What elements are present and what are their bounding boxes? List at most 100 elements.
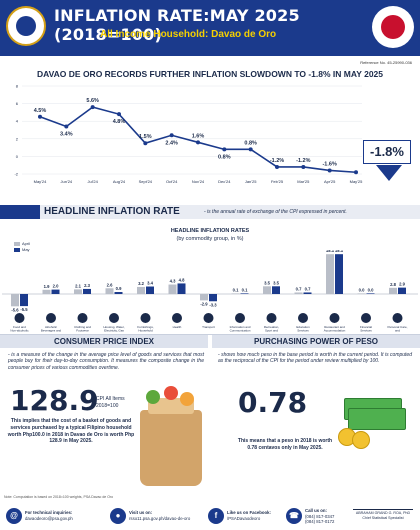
bar	[105, 288, 114, 294]
x-tick-label: Sept'24	[139, 179, 153, 184]
data-label: 4.5%	[34, 108, 47, 114]
bagong-pilipinas-logo-icon	[372, 6, 414, 48]
x-tick-label: Jan'25	[245, 179, 257, 184]
category-label: Education	[296, 325, 310, 329]
footnote: Note: Computation is based on 2018=100 w…	[4, 495, 114, 499]
commodity-icon	[329, 313, 340, 323]
cpi-note: This implies that the cost of a basket o…	[7, 418, 135, 445]
data-point	[354, 170, 358, 175]
commodity-icon	[172, 313, 182, 323]
bar	[357, 293, 366, 294]
x-tick-label: Oct'24	[166, 179, 178, 184]
commodity-icon	[392, 313, 403, 323]
data-point	[169, 133, 174, 138]
bar-value-label: -2.9	[200, 301, 208, 306]
data-label: 1.5%	[139, 134, 152, 140]
data-point	[38, 114, 42, 119]
y-tick-label: 8	[16, 84, 19, 89]
y-tick-label: 6	[16, 101, 19, 106]
bar	[389, 287, 397, 294]
bar	[294, 292, 303, 294]
cpi-description: - is a measure of the change in the aver…	[8, 352, 204, 371]
data-point	[301, 164, 306, 169]
category-label: Restaurant and	[324, 325, 345, 329]
category-label: Beverages and	[41, 329, 62, 333]
footer-facebook[interactable]: f Like us on Facebook: /PSADavaodeoro	[208, 508, 271, 524]
phone-icon: ☎	[286, 508, 302, 525]
category-label: and	[395, 329, 400, 333]
bar	[240, 293, 249, 294]
bar-value-label: 4.3	[170, 279, 176, 284]
bar-value-label: 0.0	[368, 287, 374, 292]
footer-website[interactable]: ● Visit us on: rsso11.psa.gov.ph/davao-d…	[110, 508, 190, 524]
bar	[83, 288, 91, 294]
data-label: 0.8%	[218, 154, 231, 160]
email-icon: @	[6, 508, 22, 524]
commodity-icon	[46, 313, 56, 323]
data-label: -1.6%	[322, 161, 336, 167]
data-label: 2.4%	[165, 140, 178, 146]
bar-value-label: 0.0	[359, 287, 365, 292]
y-tick-label: -2	[14, 172, 18, 177]
category-label: Clothing and	[74, 325, 91, 329]
x-tick-label: Mar'25	[297, 179, 310, 184]
category-label: Information and	[230, 325, 251, 329]
commodity-icon	[109, 313, 119, 323]
grocery-bag-icon	[140, 386, 202, 486]
data-label: 1.6%	[192, 133, 205, 139]
bar	[209, 294, 217, 302]
bar-value-label: 2.6	[107, 282, 113, 287]
bar-value-label: 4.8	[179, 277, 185, 282]
data-point	[90, 105, 95, 110]
bar-value-label: 3.5	[273, 280, 279, 285]
bar-value-label: -5.6	[11, 307, 19, 312]
commodity-icon	[77, 313, 88, 323]
globe-icon: ●	[110, 508, 126, 524]
x-tick-label: Jul'24	[88, 179, 99, 184]
bar	[20, 294, 28, 307]
category-label: Financial	[360, 325, 372, 329]
bar-value-label: 2.8	[390, 282, 396, 287]
commodity-icon	[235, 313, 245, 323]
bar-chart-legend: April May	[14, 241, 30, 253]
data-label: 0.8%	[244, 140, 257, 146]
bar-value-label: 18.1	[335, 250, 344, 253]
bar-value-label: 0.9	[116, 286, 122, 291]
category-label: Sport and	[265, 329, 278, 333]
commodity-icon	[298, 313, 308, 323]
category-label: Household	[138, 329, 153, 333]
footer-email[interactable]: @ For technical inquiries: davaodeoro@ps…	[6, 508, 73, 524]
section-title: HEADLINE INFLATION RATE	[44, 206, 180, 217]
category-label: Services	[297, 329, 309, 333]
bar-value-label: 18.1	[326, 250, 335, 253]
bar-value-label: -3.3	[209, 302, 217, 307]
bar-value-label: -5.5	[20, 307, 28, 312]
money-icon	[338, 398, 408, 450]
latest-inflation-box: -1.8%	[363, 140, 411, 164]
bar-value-label: 0.1	[242, 287, 248, 292]
category-label: Furnishings,	[137, 325, 154, 329]
category-label: Health	[173, 325, 182, 329]
category-label: Food and	[13, 325, 26, 329]
psa-logo-icon	[6, 6, 46, 46]
bar	[11, 294, 19, 307]
x-tick-label: May'25	[350, 179, 364, 184]
category-label: Services	[360, 329, 372, 333]
report-subtitle: All Income Household: Davao de Oro	[100, 29, 277, 40]
bar	[200, 294, 208, 301]
bar-value-label: 2.1	[75, 283, 81, 288]
data-label: -1.2%	[270, 158, 284, 164]
bar	[263, 286, 271, 294]
category-label: Alcoholic	[45, 325, 58, 329]
facebook-icon: f	[208, 508, 224, 524]
bar-value-label: 3.4	[147, 281, 153, 286]
bar-value-label: 3.2	[138, 281, 144, 286]
footer-phone[interactable]: ☎ Call us on: (084) 817-0347 (084) 817-0…	[286, 508, 334, 525]
ppp-value: 0.78	[238, 386, 308, 419]
category-label: Transport	[202, 325, 215, 329]
bar-value-label: 0.7	[305, 286, 311, 291]
category-label: Housing, Water,	[103, 325, 124, 329]
y-tick-label: 2	[16, 136, 19, 141]
bar	[146, 286, 154, 294]
signatory-block: ABRAHAM GRAND G. ROA, PhD Chief Statisti…	[350, 505, 416, 520]
